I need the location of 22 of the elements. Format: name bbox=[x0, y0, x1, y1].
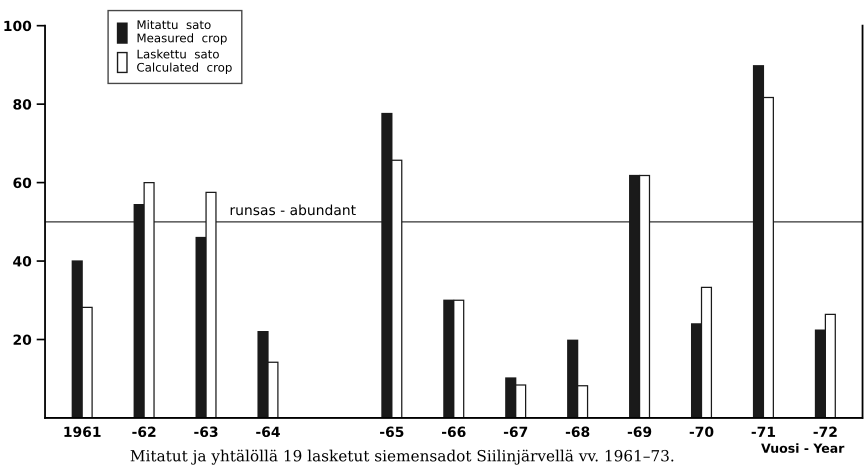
y-tick-label: 100 bbox=[4, 20, 32, 32]
x-tick-label: -63 bbox=[194, 426, 218, 438]
x-tick-label: -71 bbox=[752, 426, 776, 437]
text: Mitatut ja yhtälöllä 19 lasketut siemensadot Siilinjärvellä vv. 1961–73. bbox=[130, 450, 674, 465]
x-tick-label: -67 bbox=[504, 426, 528, 438]
y-tick-label: 20 bbox=[14, 334, 32, 345]
x-tick-label: -69 bbox=[628, 426, 652, 438]
x-tick-label: -62 bbox=[132, 426, 156, 438]
x-tick-label: -64 bbox=[256, 426, 280, 438]
x-tick-label: 1961 bbox=[64, 426, 101, 438]
ref-line-label: runsas - abundant bbox=[230, 204, 356, 216]
y-tick-label: 40 bbox=[13, 256, 32, 267]
x-axis-title: Vuosi - Year bbox=[761, 443, 844, 453]
x-tick-label: -68 bbox=[566, 426, 590, 438]
y-tick-label: 60 bbox=[13, 178, 32, 188]
x-tick-label: -72 bbox=[814, 426, 837, 437]
x-tick-label: -66 bbox=[442, 426, 466, 438]
x-tick-label: -70 bbox=[690, 426, 714, 438]
legend-label: Laskettu sato Calculated crop bbox=[137, 49, 232, 74]
x-tick-label: -65 bbox=[380, 426, 404, 438]
y-tick-label: 80 bbox=[13, 99, 32, 110]
legend-label: Mitattu sato Measured crop bbox=[138, 20, 227, 45]
